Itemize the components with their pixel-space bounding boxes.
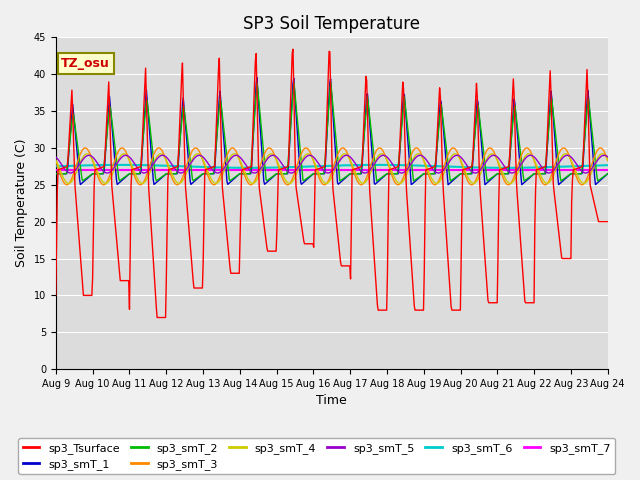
sp3_smT_1	[52, 171, 60, 177]
sp3_Tsurface	[119, 278, 127, 284]
sp3_smT_6	[205, 164, 212, 170]
sp3_smT_6	[120, 162, 127, 168]
sp3_smT_2	[52, 171, 60, 177]
sp3_smT_2	[417, 173, 424, 179]
sp3_smT_3	[175, 181, 182, 187]
sp3_smT_5	[205, 163, 213, 168]
sp3_Tsurface	[62, 164, 70, 170]
sp3_smT_1	[400, 91, 408, 97]
sp3_smT_6	[52, 164, 60, 169]
sp3_Tsurface	[52, 292, 60, 298]
sp3_smT_2	[175, 152, 182, 158]
sp3_Tsurface	[604, 219, 612, 225]
sp3_smT_3	[604, 158, 612, 164]
sp3_smT_1	[416, 174, 424, 180]
sp3_smT_4	[52, 157, 60, 163]
sp3_smT_7	[62, 167, 70, 173]
Line: sp3_smT_2: sp3_smT_2	[56, 82, 608, 181]
sp3_smT_5	[604, 154, 612, 160]
sp3_smT_7	[399, 167, 406, 173]
Line: sp3_smT_1: sp3_smT_1	[56, 77, 608, 185]
sp3_smT_6	[116, 162, 124, 168]
Y-axis label: Soil Temperature (C): Soil Temperature (C)	[15, 139, 28, 267]
Line: sp3_smT_6: sp3_smT_6	[56, 165, 608, 168]
sp3_smT_3	[52, 158, 60, 164]
sp3_smT_7	[52, 167, 60, 173]
sp3_smT_1	[253, 74, 260, 80]
Line: sp3_Tsurface: sp3_Tsurface	[56, 49, 608, 317]
sp3_smT_3	[119, 145, 127, 151]
sp3_smT_4	[488, 151, 495, 156]
sp3_smT_6	[604, 162, 612, 168]
sp3_smT_4	[62, 179, 70, 184]
sp3_smT_3	[417, 149, 424, 155]
sp3_smT_2	[327, 79, 335, 85]
sp3_smT_2	[401, 94, 408, 100]
sp3_smT_7	[119, 167, 127, 173]
sp3_Tsurface	[175, 129, 183, 135]
sp3_smT_4	[204, 168, 212, 174]
sp3_smT_4	[175, 180, 182, 186]
sp3_smT_3	[401, 172, 408, 178]
sp3_smT_7	[175, 167, 182, 173]
sp3_smT_6	[502, 165, 510, 171]
sp3_smT_1	[604, 171, 612, 177]
sp3_smT_5	[401, 169, 408, 175]
sp3_Tsurface	[205, 166, 212, 171]
sp3_smT_3	[266, 145, 273, 151]
sp3_smT_1	[204, 171, 212, 177]
sp3_smT_1	[444, 182, 452, 188]
sp3_smT_4	[604, 157, 612, 163]
sp3_smT_5	[52, 154, 60, 160]
Text: TZ_osu: TZ_osu	[61, 57, 110, 70]
sp3_smT_1	[119, 177, 127, 182]
sp3_smT_6	[62, 163, 70, 169]
sp3_Tsurface	[153, 314, 161, 320]
Line: sp3_smT_5: sp3_smT_5	[56, 156, 608, 173]
sp3_smT_5	[175, 170, 183, 176]
Line: sp3_smT_3: sp3_smT_3	[56, 148, 608, 185]
sp3_smT_2	[604, 171, 612, 177]
sp3_smT_4	[399, 179, 406, 184]
sp3_smT_6	[175, 163, 183, 169]
sp3_smT_4	[506, 180, 514, 186]
sp3_smT_4	[415, 151, 423, 157]
sp3_smT_2	[204, 171, 212, 177]
sp3_smT_7	[204, 167, 212, 173]
sp3_smT_3	[284, 182, 291, 188]
sp3_smT_6	[416, 163, 424, 168]
sp3_smT_6	[400, 162, 408, 168]
sp3_smT_5	[177, 170, 185, 176]
sp3_smT_7	[415, 167, 423, 173]
sp3_smT_7	[604, 167, 612, 173]
sp3_smT_2	[119, 176, 127, 181]
sp3_Tsurface	[417, 307, 424, 313]
sp3_smT_1	[175, 156, 182, 162]
sp3_smT_5	[159, 153, 166, 158]
sp3_smT_1	[62, 171, 70, 177]
sp3_smT_5	[62, 168, 70, 173]
Legend: sp3_Tsurface, sp3_smT_1, sp3_smT_2, sp3_smT_3, sp3_smT_4, sp3_smT_5, sp3_smT_6, : sp3_Tsurface, sp3_smT_1, sp3_smT_2, sp3_…	[19, 438, 615, 474]
sp3_smT_5	[417, 153, 424, 158]
X-axis label: Time: Time	[316, 395, 347, 408]
Title: SP3 Soil Temperature: SP3 Soil Temperature	[243, 15, 420, 33]
sp3_Tsurface	[401, 115, 408, 120]
sp3_smT_3	[204, 172, 212, 178]
sp3_smT_3	[62, 181, 70, 187]
sp3_smT_5	[119, 154, 127, 159]
Line: sp3_smT_4: sp3_smT_4	[56, 154, 608, 183]
sp3_smT_2	[373, 178, 381, 184]
sp3_Tsurface	[289, 47, 297, 52]
sp3_smT_4	[119, 151, 127, 157]
sp3_smT_2	[62, 171, 70, 177]
